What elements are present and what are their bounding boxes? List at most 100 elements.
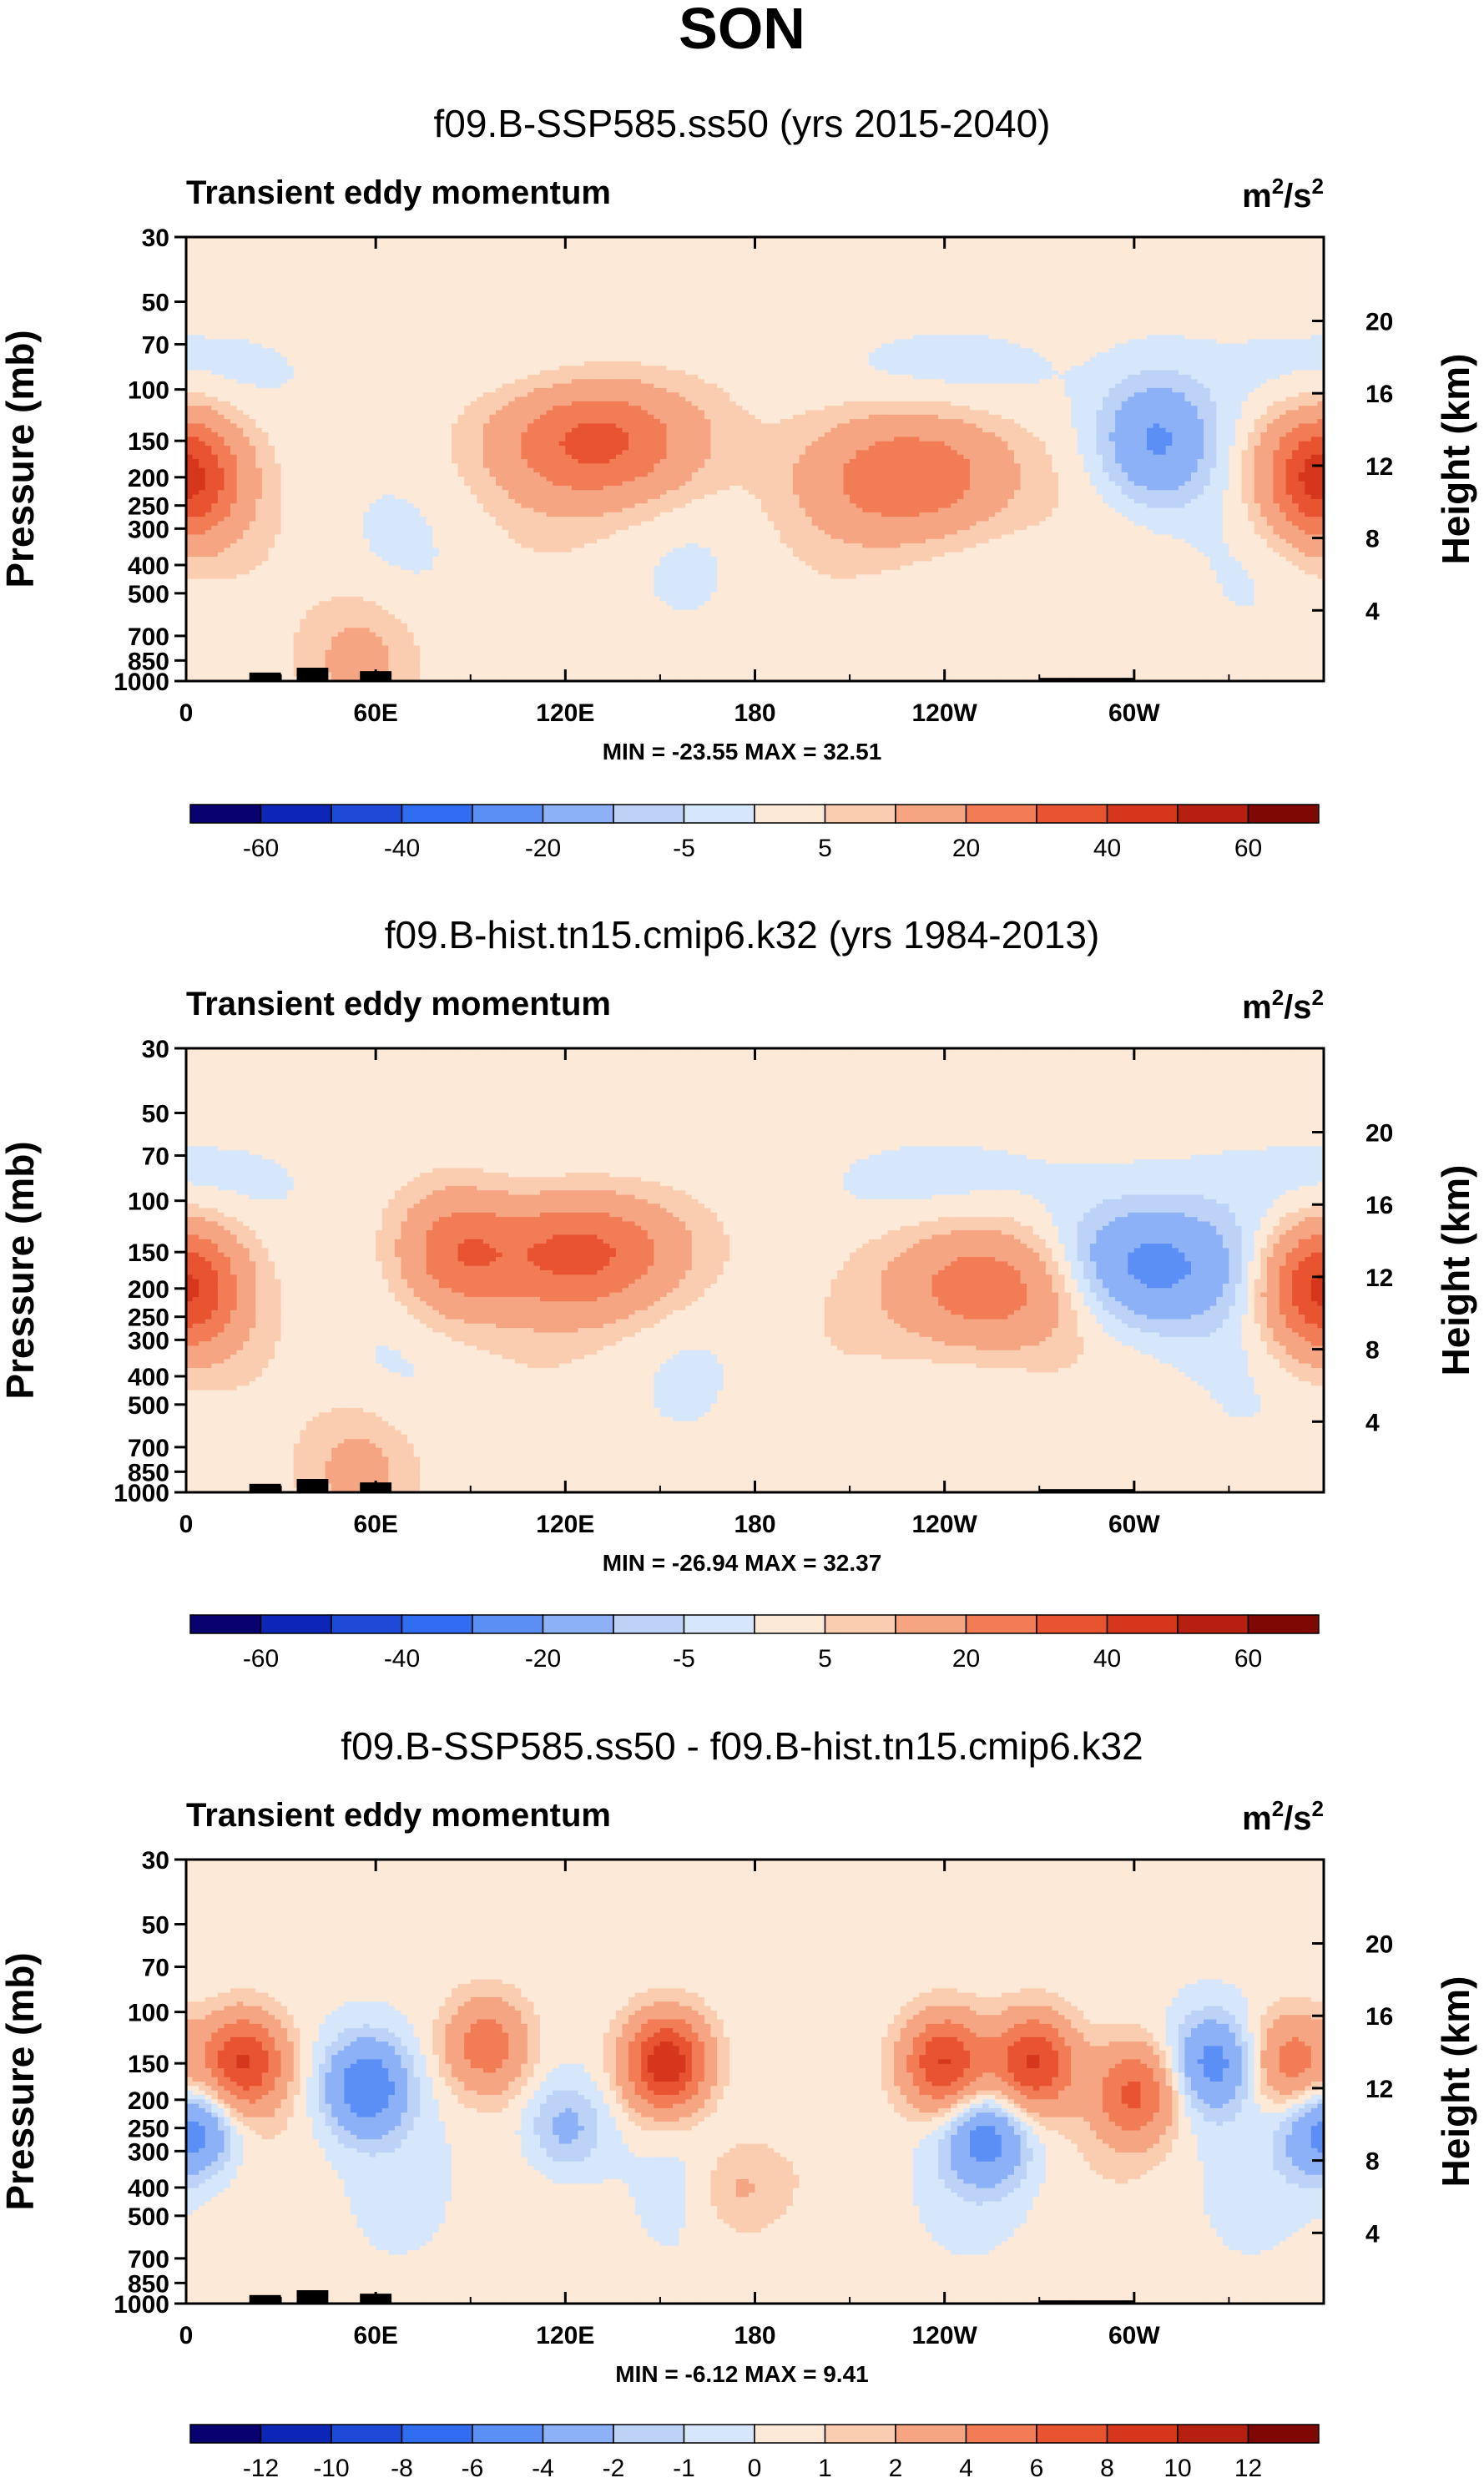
colorbar-box	[1249, 2425, 1320, 2443]
height-tick-label: 4	[1365, 2220, 1380, 2248]
height-tick-label: 8	[1365, 2148, 1380, 2176]
height-axis-label: Height (km)	[1434, 354, 1477, 565]
chart-panel: f09.B-hist.tn15.cmip6.k32 (yrs 1984-2013…	[0, 913, 1477, 1673]
x-tick-label: 120E	[536, 1511, 594, 1538]
height-tick-label: 20	[1365, 309, 1393, 336]
colorbar-label: -2	[603, 2455, 625, 2482]
colorbar-box	[543, 2425, 614, 2443]
colorbar-label: 5	[818, 835, 832, 862]
pressure-tick-label: 200	[128, 1276, 169, 1304]
colorbar-box	[472, 805, 543, 823]
x-tick-label: 120W	[911, 2322, 977, 2349]
colorbar-box	[1037, 805, 1108, 823]
colorbar-box	[331, 2425, 402, 2443]
pressure-tick-label: 70	[142, 1143, 169, 1171]
pressure-tick-label: 700	[128, 623, 169, 651]
colorbar-box	[543, 805, 614, 823]
colorbar-box	[896, 2425, 967, 2443]
x-tick-label: 180	[734, 2322, 775, 2349]
pressure-tick-label: 1000	[114, 669, 169, 696]
colorbar-label: -20	[525, 835, 561, 862]
height-tick-label: 12	[1365, 1264, 1393, 1292]
colorbar-box	[755, 805, 825, 823]
colorbar-label: 12	[1234, 2455, 1262, 2482]
colorbar-label: 0	[748, 2455, 762, 2482]
field-cells	[186, 237, 1325, 682]
x-tick-label: 120W	[911, 699, 977, 727]
x-tick-label: 60W	[1108, 1511, 1160, 1538]
colorbar-box	[613, 805, 684, 823]
pressure-tick-label: 700	[128, 2246, 169, 2274]
pressure-tick-label: 400	[128, 1364, 169, 1391]
pressure-tick-label: 30	[142, 1847, 169, 1875]
field-cells	[186, 1048, 1325, 1493]
colorbar-box	[1249, 805, 1320, 823]
colorbar-label: 60	[1234, 835, 1262, 862]
colorbar-box	[1178, 1615, 1249, 1633]
height-tick-label: 8	[1365, 526, 1380, 553]
colorbar-label: 6	[1030, 2455, 1044, 2482]
x-tick-label: 120E	[536, 2322, 594, 2349]
colorbar-label: -60	[243, 835, 279, 862]
height-tick-label: 4	[1365, 598, 1380, 625]
pressure-axis-label: Pressure (mb)	[0, 330, 42, 588]
colorbar-label: -60	[243, 1645, 279, 1673]
pressure-tick-label: 1000	[114, 2291, 169, 2319]
panel-title: f09.B-SSP585.ss50 - f09.B-hist.tn15.cmip…	[341, 1724, 1143, 1768]
height-tick-label: 8	[1365, 1337, 1380, 1365]
colorbar-box	[684, 1615, 755, 1633]
colorbar-box	[1178, 2425, 1249, 2443]
colorbar: -60 -40 -20 -5 5 20 40 60	[190, 1615, 1319, 1673]
x-tick-label: 60E	[353, 2322, 397, 2349]
height-tick-label: 16	[1365, 1192, 1393, 1219]
colorbar-box	[1108, 805, 1179, 823]
colorbar-box	[402, 1615, 473, 1633]
x-tick-label: 180	[734, 699, 775, 727]
colorbar-box	[261, 805, 332, 823]
x-tick-label: 0	[179, 1511, 194, 1538]
pressure-tick-label: 200	[128, 465, 169, 492]
pressure-tick-label: 500	[128, 581, 169, 608]
min-max-label: MIN = -26.94 MAX = 32.37	[603, 1550, 882, 1576]
height-tick-label: 4	[1365, 1409, 1380, 1436]
panel-left-title: Transient eddy momentum	[186, 1797, 611, 1834]
colorbar-box	[1037, 1615, 1108, 1633]
colorbar-box	[402, 2425, 473, 2443]
colorbar-label: 10	[1163, 2455, 1191, 2482]
colorbar-label: -40	[384, 835, 420, 862]
pressure-tick-label: 500	[128, 1392, 169, 1420]
colorbar-label: 60	[1234, 1645, 1262, 1673]
panel-left-title: Transient eddy momentum	[186, 174, 611, 211]
pressure-tick-label: 50	[142, 290, 169, 317]
colorbar-box	[684, 805, 755, 823]
colorbar: -12 -10 -8 -6 -4 -2 -1 0 1 2 4 6 8 10 12	[190, 2425, 1319, 2482]
colorbar-box	[1249, 1615, 1320, 1633]
colorbar-label: 20	[952, 835, 980, 862]
pressure-tick-label: 50	[142, 1101, 169, 1128]
colorbar-box	[1108, 2425, 1179, 2443]
chart-panel: f09.B-SSP585.ss50 (yrs 2015-2040)Transie…	[0, 102, 1477, 862]
colorbar-label: 40	[1093, 1645, 1121, 1673]
colorbar-box	[402, 805, 473, 823]
x-tick-label: 180	[734, 1511, 775, 1538]
height-axis-label: Height (km)	[1434, 1976, 1477, 2188]
height-tick-label: 20	[1365, 1120, 1393, 1148]
colorbar-box	[472, 2425, 543, 2443]
colorbar-box	[967, 1615, 1037, 1633]
colorbar-label: -4	[532, 2455, 554, 2482]
colorbar-label: -5	[673, 835, 695, 862]
colorbar-label: -5	[673, 1645, 695, 1673]
colorbar-label: 4	[959, 2455, 973, 2482]
colorbar-box	[825, 805, 896, 823]
height-axis-label: Height (km)	[1434, 1165, 1477, 1376]
colorbar-box	[613, 2425, 684, 2443]
colorbar-box	[190, 1615, 261, 1633]
colorbar-box	[261, 2425, 332, 2443]
pressure-tick-label: 300	[128, 1327, 169, 1355]
chart-panel: f09.B-SSP585.ss50 - f09.B-hist.tn15.cmip…	[0, 1724, 1477, 2482]
colorbar-box	[1037, 2425, 1108, 2443]
pressure-tick-label: 150	[128, 2051, 169, 2078]
colorbar: -60 -40 -20 -5 5 20 40 60	[190, 805, 1319, 862]
panel-left-title: Transient eddy momentum	[186, 986, 611, 1022]
pressure-tick-label: 200	[128, 2087, 169, 2115]
